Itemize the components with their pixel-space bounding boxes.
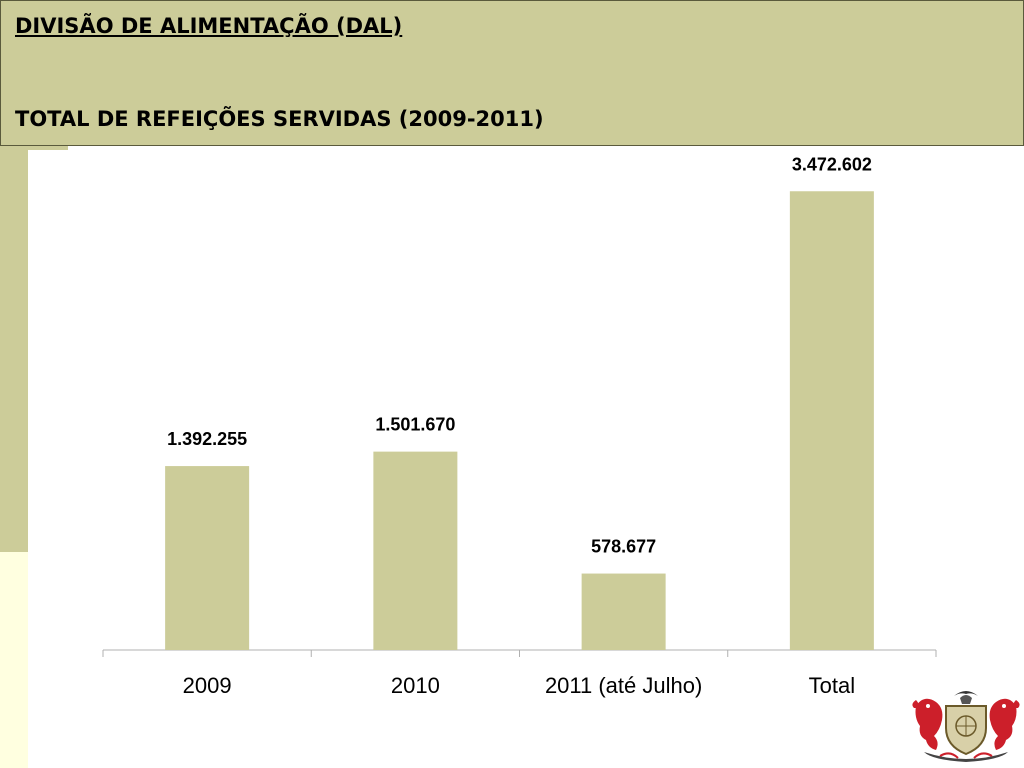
data-label: 578.677: [591, 537, 656, 557]
chart-title: TOTAL DE REFEIÇÕES SERVIDAS (2009-2011): [15, 107, 544, 131]
data-label: 1.392.255: [167, 429, 247, 449]
bar-2: [373, 451, 458, 650]
section-title: DIVISÃO DE ALIMENTAÇÃO (DAL): [15, 14, 403, 38]
x-tick-label: 2010: [391, 673, 440, 698]
sidebar-accent: [28, 146, 68, 150]
sidebar-strip-olive: [0, 146, 28, 552]
bar-1: [165, 466, 250, 650]
sidebar-strip-cream: [0, 552, 28, 768]
x-tick-label: 2009: [183, 673, 232, 698]
x-tick-label: Total: [809, 673, 855, 698]
data-label: 3.472.602: [792, 154, 872, 174]
bar-4: [789, 191, 874, 650]
title-banner: DIVISÃO DE ALIMENTAÇÃO (DAL) TOTAL DE RE…: [0, 0, 1024, 146]
x-tick-label: 2011 (até Julho): [545, 673, 702, 698]
data-label: 1.501.670: [375, 415, 455, 435]
bar-3: [581, 573, 666, 650]
heraldic-crest-icon: [912, 691, 1020, 762]
bar-chart: 1.392.255 2009 1.501.670 2010 578.677 2011 (a…: [102, 154, 937, 698]
